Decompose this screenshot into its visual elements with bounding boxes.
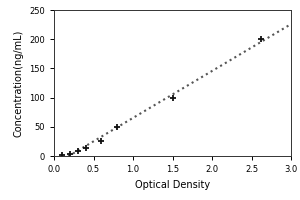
X-axis label: Optical Density: Optical Density bbox=[135, 180, 210, 190]
Y-axis label: Concentration(ng/mL): Concentration(ng/mL) bbox=[14, 29, 24, 137]
